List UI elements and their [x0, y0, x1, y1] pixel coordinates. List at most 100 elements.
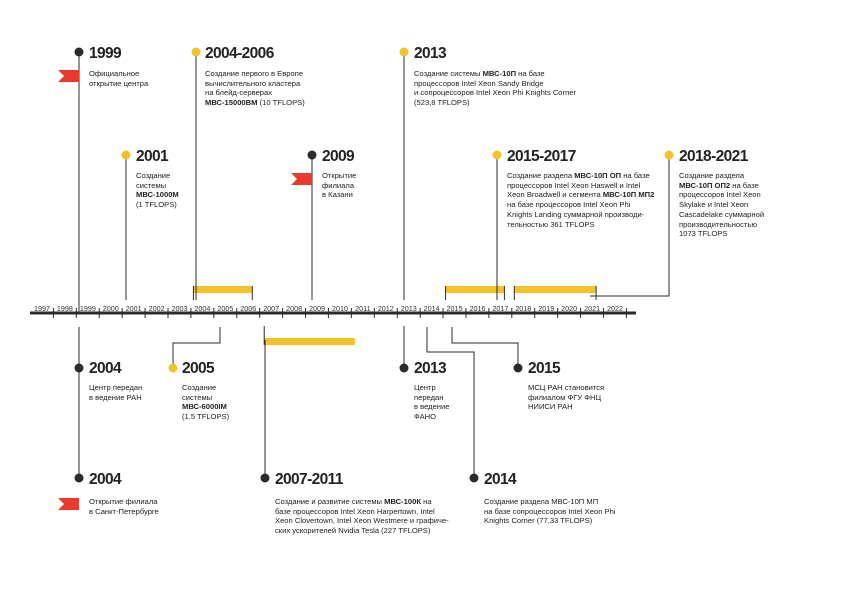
axis-year-label: 2006	[240, 304, 256, 313]
event-marker	[399, 363, 409, 373]
leader-line	[426, 327, 475, 478]
event-year: 2014	[484, 471, 517, 488]
description-line: Knights Corner (77,33 TFLOPS)	[484, 516, 593, 526]
event-year: 1999	[89, 45, 122, 62]
event-year: 2004	[89, 360, 122, 377]
axis-year-label: 2021	[584, 304, 600, 313]
event-year: 2013	[414, 45, 447, 62]
description-line: базе процессоров Intel Xeon Harpertown, …	[275, 506, 435, 516]
event-marker	[74, 363, 84, 373]
description-line: Открытие филиала	[89, 497, 158, 506]
range-bar	[193, 286, 253, 293]
event-description: Создание и развитие системы МВС-100К на б…	[275, 497, 449, 536]
leader-line	[172, 327, 221, 368]
event-marker	[469, 473, 479, 483]
flag-icon	[291, 173, 312, 185]
description-line: Knights Landing суммарной производи-	[507, 209, 645, 219]
event-description: Открытие филиала в Санкт-Петербурге	[89, 497, 159, 516]
axis-year-label: 2012	[378, 304, 394, 313]
event-year: 2007-2011	[275, 471, 344, 488]
axis-year-label: 1999	[80, 304, 96, 313]
event-description: МСЦ РАН становится филиалом ФГУ ФНЦ НИИСИ …	[528, 383, 604, 412]
description-line: ских ускорителей Nvidia Tesla (227 TFLOP…	[275, 526, 431, 536]
event-year: 2001	[136, 148, 169, 165]
description-line: в ведение РАН	[89, 392, 142, 402]
event-year: 2015	[528, 360, 561, 377]
description-line: процессоров Intel Xeon	[679, 190, 761, 200]
range-bar	[445, 286, 505, 293]
description-line: в Казани	[322, 190, 353, 200]
description-line: вычислительного кластера	[205, 78, 301, 88]
description-line: Центр передан	[89, 383, 143, 392]
description-line: (1 TFLOPS)	[136, 200, 177, 210]
description-line: НИИСИ РАН	[528, 402, 573, 412]
event-year: 2018-2021	[679, 148, 749, 165]
description-line: МВС-15000ВМ (10 TFLOPS)	[205, 98, 305, 108]
axis-year-label: 1998	[57, 304, 73, 313]
description-line: Создание раздела	[679, 171, 745, 180]
flag-icon	[58, 70, 79, 82]
axis-year-label: 2016	[469, 304, 485, 313]
description-line: Создание раздела МВС-10П МП	[484, 497, 599, 506]
description-line: МВС-6000IM	[182, 402, 227, 412]
description-line: Официальное	[89, 69, 140, 78]
range-bar	[264, 338, 355, 345]
axis-year-label: 2009	[309, 304, 325, 313]
description-line: процессоров Intel Xeon Haswell и Intel	[507, 180, 641, 190]
event-description: Создание раздела МВС-10П ОП на базе проце…	[507, 171, 654, 229]
event-marker	[168, 363, 178, 373]
description-line: тельностью 361 TFLOPS	[507, 219, 595, 229]
description-line: (1.5 TFLOPS)	[182, 412, 230, 422]
description-line: МВС-10П ОП2 на базе	[679, 180, 759, 190]
description-line: Создание	[182, 383, 217, 392]
event-marker	[260, 473, 270, 483]
axis-year-label: 2015	[447, 304, 463, 313]
axis-year-label: 2014	[424, 304, 440, 313]
description-line: системы	[182, 392, 213, 402]
description-line: Xeon Broadwell и сегмента МВС-10П МП2	[507, 190, 655, 200]
axis-year-label: 2011	[355, 304, 370, 313]
description-line: Создание	[136, 171, 171, 180]
event-year: 2013	[414, 360, 447, 377]
event-description: Создание системы МВС-6000IM (1.5 TFLOPS)	[182, 383, 229, 422]
axis-year-label: 2020	[561, 304, 577, 313]
leader-line	[451, 327, 519, 368]
event-marker	[399, 47, 409, 57]
axis-year-label: 2018	[515, 304, 531, 313]
axis-year-label: 2013	[401, 304, 417, 313]
event-marker	[121, 150, 131, 160]
description-line: на базе сопроцессоров Intel Xeon Phi	[484, 506, 616, 516]
axis-year-label: 1997	[34, 304, 50, 313]
event-marker	[513, 363, 523, 373]
description-line: Создание и развитие системы МВС-100К на	[275, 497, 432, 506]
axis-year-label: 2002	[149, 304, 165, 313]
description-line: Cascadelake суммарной	[679, 209, 765, 219]
description-line: Центр	[414, 383, 436, 392]
event-marker	[492, 150, 502, 160]
description-line: Создание первого в Европе	[205, 69, 304, 78]
event-description: Создание системы МВС-10П на базе процессо…	[414, 69, 576, 108]
event-description: Создание раздела МВС-10П ОП2 на базе проце…	[679, 171, 764, 239]
description-line: МСЦ РАН становится	[528, 383, 605, 392]
axis-year-label: 2004	[194, 304, 210, 313]
event-marker	[74, 47, 84, 57]
event-description: Центр передан в ведение ФАНО	[414, 383, 449, 422]
axis-year-label: 2017	[492, 304, 508, 313]
axis-year-label: 2001	[126, 304, 142, 313]
description-line: Xeon Clovertown, Intel Xeon Westmere и г…	[275, 516, 449, 526]
description-line: Открытие	[322, 171, 357, 180]
description-line: МВС-1000М	[136, 190, 179, 200]
range-bar	[514, 286, 597, 293]
event-marker	[74, 473, 84, 483]
axis-year-label: 2008	[286, 304, 302, 313]
description-line: 1073 TFLOPS	[679, 229, 728, 239]
axis-year-label: 2000	[103, 304, 119, 313]
event-description: Создание раздела МВС-10П МП на базе сопро…	[484, 497, 616, 526]
event-marker	[307, 150, 317, 160]
description-line: Создание системы МВС-10П на базе	[414, 69, 545, 78]
description-line: (523,8 TFLOPS)	[414, 98, 470, 108]
description-line: на блейд-серверах	[205, 88, 273, 98]
description-line: Skylake и Intel Xeon	[679, 200, 749, 210]
description-line: на базе процессоров Intel Xeon Phi	[507, 200, 631, 210]
description-line: в Санкт-Петербурге	[89, 506, 159, 516]
